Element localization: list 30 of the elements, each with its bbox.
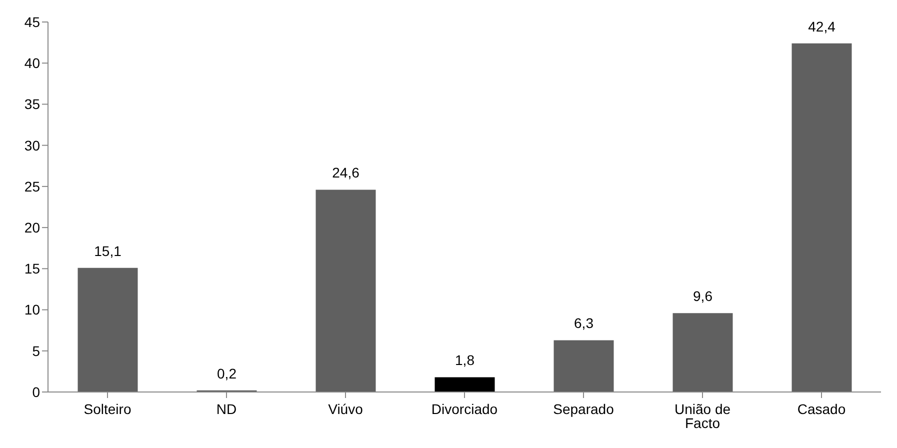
bar (672, 313, 733, 392)
x-tick-label: União de Facto (674, 400, 731, 431)
y-tick-label: 20 (24, 220, 40, 236)
bar (434, 377, 495, 392)
x-tick-label: Viúvo (328, 400, 364, 417)
x-tick-label: Divorciado (431, 400, 498, 417)
data-label: 1,8 (455, 352, 475, 368)
data-label: 9,6 (693, 288, 713, 304)
x-tick-label: Separado (553, 400, 614, 417)
bar (792, 43, 852, 392)
bar (316, 190, 376, 392)
x-tick-label: Casado (797, 400, 846, 417)
y-tick-label: 30 (24, 137, 40, 154)
data-label: 6,3 (574, 315, 594, 332)
y-tick-label: 45 (24, 14, 40, 30)
data-label: 15,1 (94, 242, 122, 259)
x-tick-label: ND (216, 400, 237, 417)
y-tick-label: 15 (24, 260, 40, 277)
data-label: 0,2 (217, 365, 237, 382)
y-tick-label: 25 (24, 178, 40, 194)
y-tick-label: 0 (32, 384, 40, 400)
y-tick-label: 5 (32, 342, 40, 359)
y-tick-label: 35 (24, 96, 40, 112)
bar (78, 268, 138, 392)
x-tick-label: Solteiro (84, 400, 132, 417)
bar (554, 340, 614, 392)
data-label: 42,4 (808, 18, 836, 34)
y-tick-label: 10 (24, 302, 40, 318)
data-label: 24,6 (332, 164, 360, 181)
y-tick-label: 40 (24, 55, 40, 72)
